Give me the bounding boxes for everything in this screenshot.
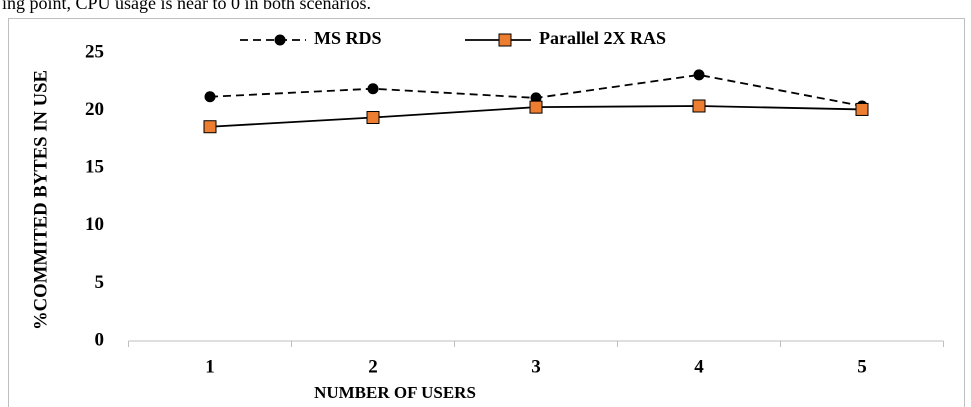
y-tick-label: 10 bbox=[85, 214, 104, 235]
marker bbox=[366, 111, 380, 125]
marker bbox=[367, 83, 379, 95]
x-tick-label: 4 bbox=[694, 356, 704, 377]
x-tick-label: 2 bbox=[368, 356, 378, 377]
x-tick-label: 3 bbox=[531, 356, 541, 377]
marker bbox=[204, 91, 216, 103]
x-axis-label: NUMBER OF USERS bbox=[314, 383, 476, 402]
y-tick-label: 20 bbox=[85, 99, 104, 120]
y-tick-label: 5 bbox=[95, 272, 105, 293]
y-tick-label: 25 bbox=[85, 41, 104, 62]
chart-border bbox=[8, 18, 965, 407]
legend-label: MS RDS bbox=[314, 28, 382, 48]
marker bbox=[274, 34, 286, 46]
marker bbox=[203, 120, 217, 134]
marker bbox=[498, 33, 512, 47]
x-tick-label: 5 bbox=[857, 356, 867, 377]
marker bbox=[529, 100, 543, 114]
x-tick-label: 1 bbox=[205, 356, 215, 377]
marker bbox=[693, 69, 705, 81]
marker bbox=[855, 102, 869, 116]
y-tick-label: 0 bbox=[95, 329, 105, 350]
y-tick-label: 15 bbox=[85, 157, 104, 178]
y-axis-label: %COMMITED BYTES IN USE bbox=[30, 70, 51, 330]
legend-label: Parallel 2X RAS bbox=[539, 28, 666, 48]
caption: ing point, CPU usage is near to 0 in bot… bbox=[2, 0, 371, 13]
marker bbox=[692, 99, 706, 113]
